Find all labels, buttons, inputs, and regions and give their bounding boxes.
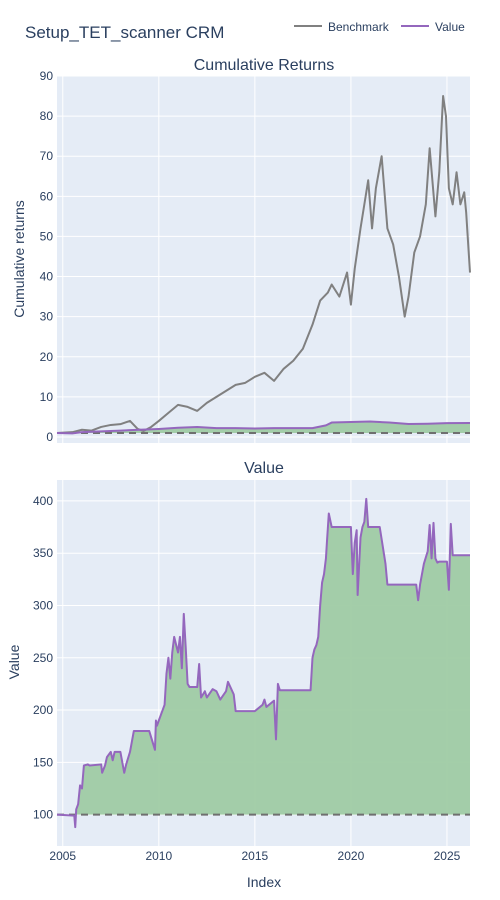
cumulative-returns-fill: [57, 421, 470, 434]
value-x-tick-label: 2010: [145, 849, 172, 863]
x-axis-label: Index: [247, 874, 281, 890]
cumulative-returns-gridlines: [57, 75, 470, 443]
legend-benchmark-label[interactable]: Benchmark: [328, 20, 390, 34]
cumulative-returns-y-tick-label: 50: [40, 229, 54, 243]
value-y-tick-label: 100: [33, 808, 53, 822]
value-y-tick-label: 150: [33, 755, 53, 769]
value-y-tick-label: 350: [33, 546, 53, 560]
cumulative-returns-lines: [56, 95, 471, 435]
cumulative-returns-y-tick-label: 80: [40, 109, 54, 123]
value-x-tick-label: 2020: [338, 849, 365, 863]
cumulative-returns-panel: 0 10 20 30 40 50 60 70 80 90 Cumulative Returns C…: [11, 57, 471, 444]
cumulative-returns-title: Cumulative Returns: [194, 57, 335, 74]
value-y-axis-label: Value: [6, 644, 22, 679]
cumulative-returns-y-tick-label: 10: [40, 390, 54, 404]
value-lines: [56, 497, 470, 829]
cumulative-returns-y-axis-label: Cumulative returns: [11, 200, 27, 318]
cumulative-returns-y-tick-label: 40: [40, 270, 54, 284]
legend[interactable]: Benchmark Value: [294, 20, 465, 34]
figure-title: Setup_TET_scanner CRM: [25, 23, 224, 42]
cumulative-returns-y-tick-label: 20: [40, 350, 54, 364]
cumulative-returns-y-tick-label: 30: [40, 310, 54, 324]
value-fill: [57, 498, 470, 828]
value-x-tick-label: 2025: [434, 849, 461, 863]
cumulative-returns-y-tick-label: 60: [40, 189, 54, 203]
value-x-tick-label: 2015: [242, 849, 269, 863]
value-y-tick-labels: 100 150 200 250 300 350 400: [33, 494, 53, 822]
cumulative-returns-plot-area: [57, 76, 470, 443]
legend-value-label[interactable]: Value: [435, 20, 465, 34]
value-y-tick-label: 400: [33, 494, 53, 508]
value-x-tick-labels: 2005 2010 2015 2020 2025: [49, 849, 460, 863]
value-title: Value: [244, 460, 284, 477]
cumulative-returns-y-tick-labels: 0 10 20 30 40 50 60 70 80 90: [40, 69, 54, 444]
cumulative-returns-value-series-line: [56, 420, 471, 435]
cumulative-returns-y-tick-label: 90: [40, 69, 54, 83]
cumulative-returns-value-fill-area: [57, 421, 470, 434]
value-y-tick-label: 300: [33, 598, 53, 612]
value-value-fill-area: [57, 498, 470, 828]
value-y-tick-label: 200: [33, 703, 53, 717]
cumulative-returns-y-tick-label: 70: [40, 149, 54, 163]
value-y-tick-label: 250: [33, 651, 53, 665]
value-value-series-line: [56, 497, 470, 829]
value-x-tick-label: 2005: [49, 849, 76, 863]
cumulative-returns-benchmark-series-line: [56, 95, 471, 434]
cumulative-returns-y-tick-label: 0: [46, 430, 53, 444]
